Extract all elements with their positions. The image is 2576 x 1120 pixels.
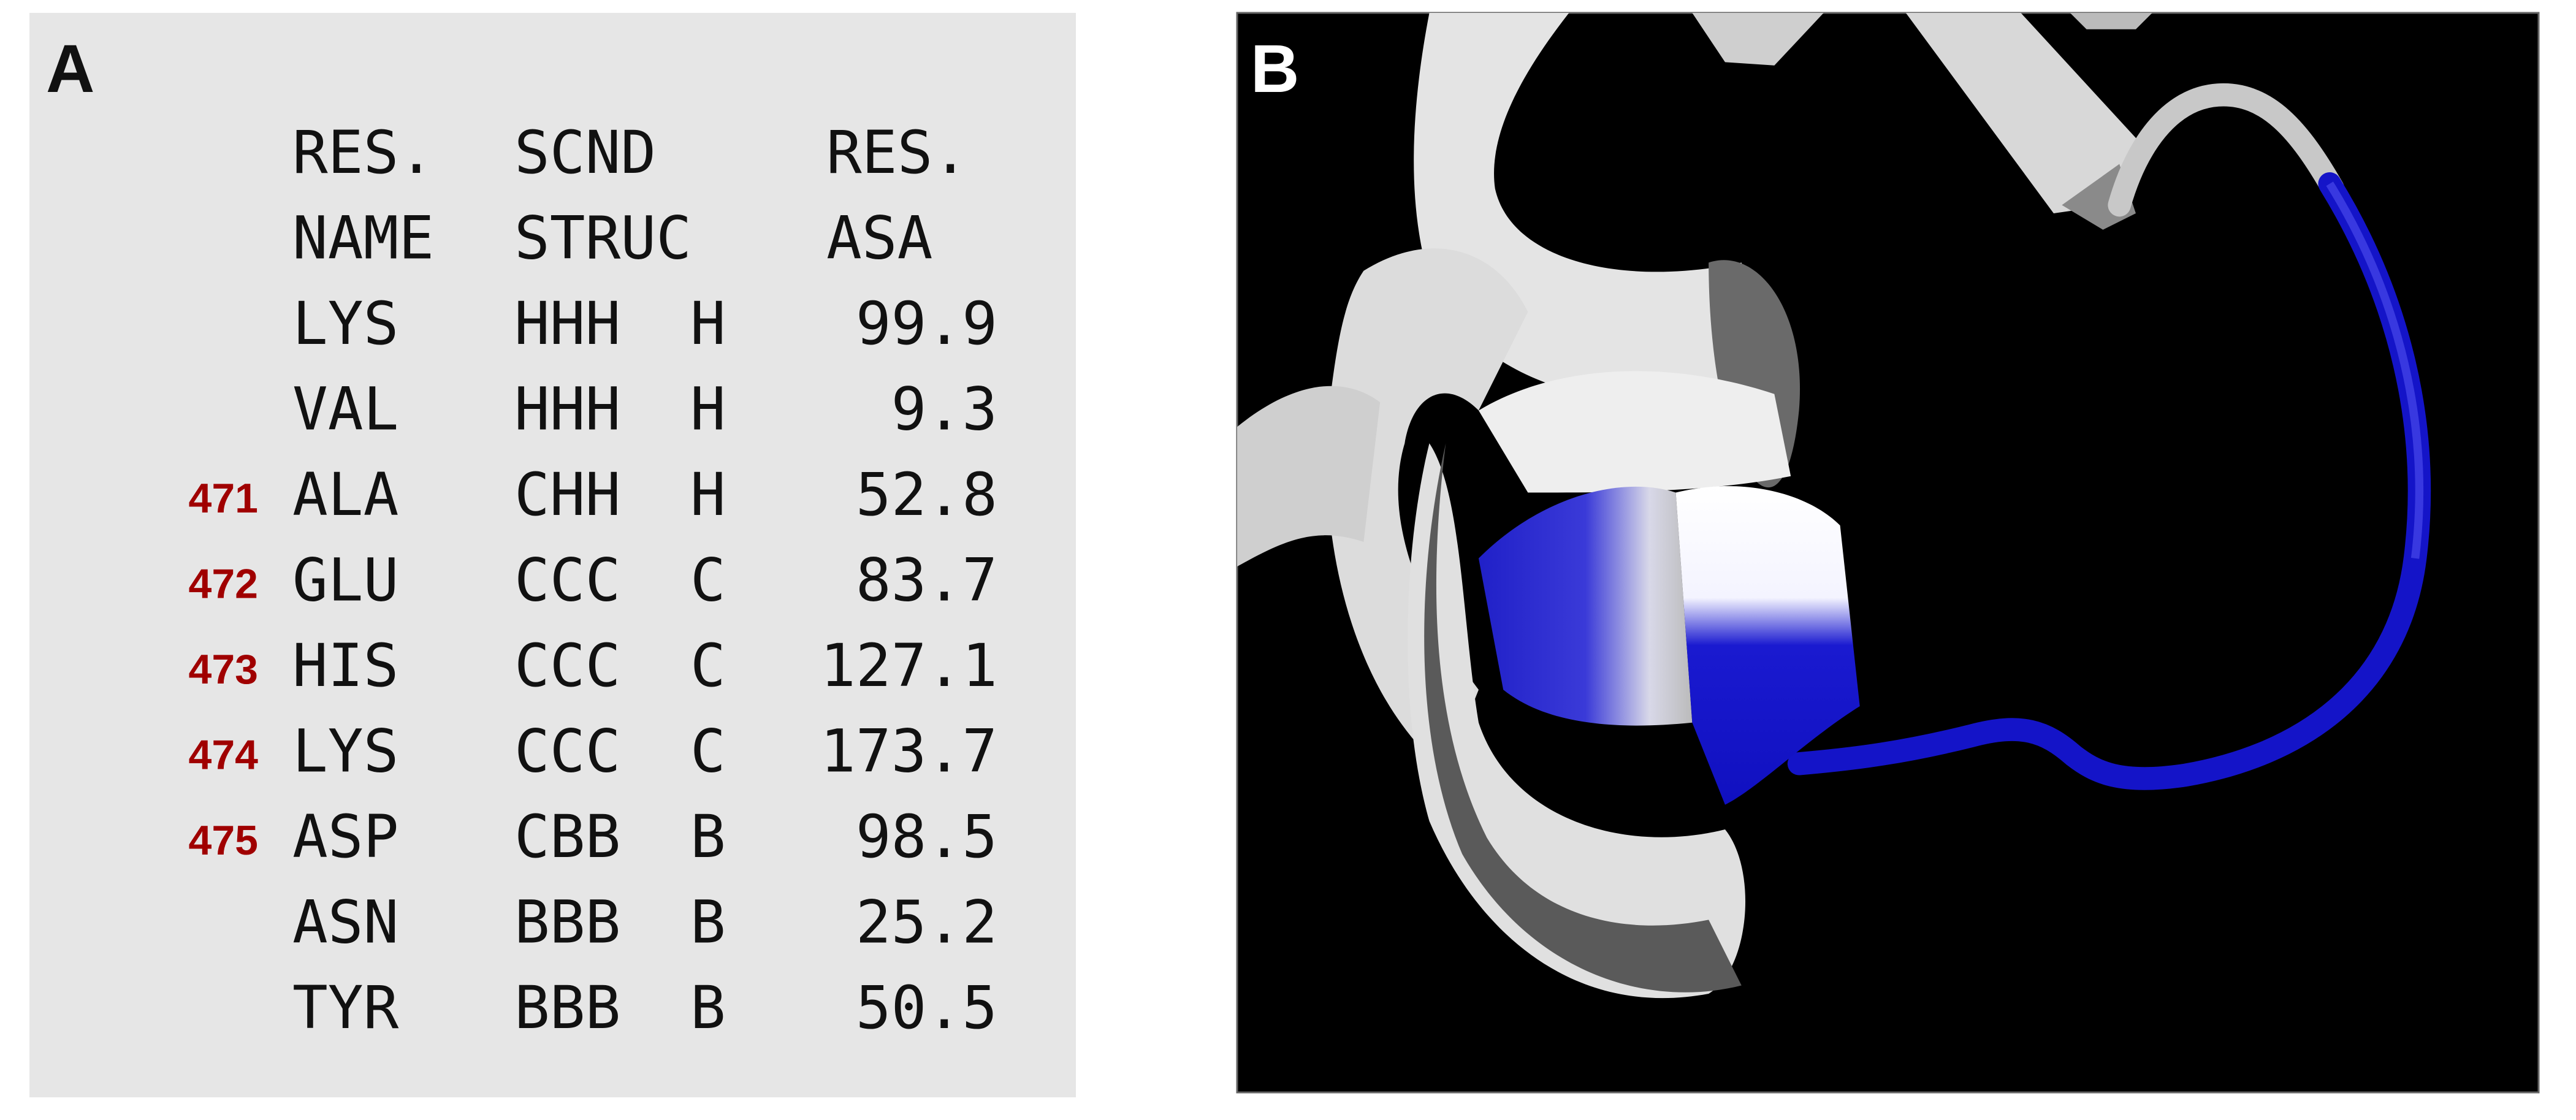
structure-class: C [690, 631, 726, 700]
residue-name: ALA [292, 460, 398, 529]
residue-name: GLU [292, 546, 398, 615]
secondary-structure: BBB [514, 888, 620, 957]
asa-value: 99.9 [856, 289, 997, 358]
residue-number: 472 [189, 561, 258, 608]
asa-value: 25.2 [856, 888, 997, 957]
asa-value: 52.8 [856, 460, 997, 529]
asa-value: 173.7 [820, 717, 997, 786]
residue-name: LYS [292, 289, 398, 358]
asa-value: 98.5 [856, 802, 997, 871]
residue-name: LYS [292, 717, 398, 786]
table-header: STRUC [514, 204, 692, 273]
panel-label: A [46, 31, 94, 107]
asa-value: 127.1 [820, 631, 997, 700]
residue-number: 474 [189, 732, 259, 779]
residue-number: 471 [189, 475, 258, 522]
ribbon-structure [1237, 13, 2431, 999]
table-header: SCND [514, 118, 656, 187]
residue-name: TYR [292, 973, 399, 1042]
secondary-structure: BBB [514, 973, 620, 1042]
structure-class: B [690, 888, 726, 957]
secondary-structure: CHH [514, 460, 620, 529]
table-header: RES. [292, 118, 434, 187]
structure-class: H [690, 289, 726, 358]
asa-value: 50.5 [856, 973, 997, 1042]
residue-number: 475 [189, 817, 258, 864]
structure-class: C [690, 546, 726, 615]
panel-a-background [29, 13, 1076, 1097]
secondary-structure: HHH [514, 375, 620, 444]
residue-number: 473 [189, 646, 258, 693]
residue-name: HIS [292, 631, 398, 700]
secondary-structure: CBB [514, 802, 620, 871]
residue-name: ASP [292, 802, 398, 871]
residue-name: VAL [292, 375, 398, 444]
structure-class: B [690, 802, 726, 871]
panel-b: B [1236, 12, 2540, 1094]
panel-label: B [1251, 31, 1299, 107]
secondary-structure: HHH [514, 289, 620, 358]
residue-name: ASN [292, 888, 398, 957]
asa-value: 83.7 [856, 546, 997, 615]
secondary-structure: CCC [514, 546, 620, 615]
table-header: ASA [826, 204, 932, 273]
table-header: RES. [826, 118, 968, 187]
secondary-structure: CCC [514, 631, 620, 700]
structure-class: H [690, 460, 726, 529]
table-header: NAME [292, 204, 434, 273]
structure-class: C [690, 717, 726, 786]
structure-class: B [690, 973, 726, 1042]
secondary-structure: CCC [514, 717, 620, 786]
structure-class: H [690, 375, 726, 444]
asa-value: 9.3 [891, 375, 997, 444]
